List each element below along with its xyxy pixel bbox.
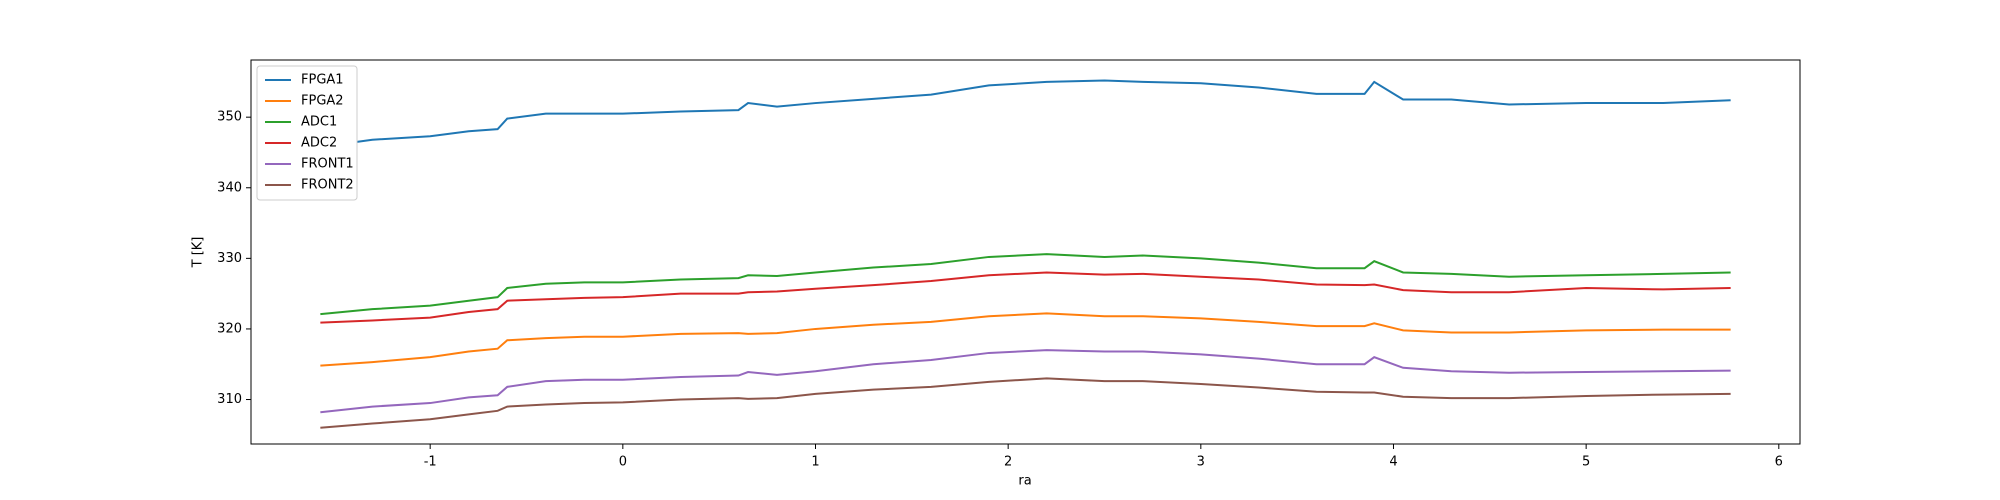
x-tick-label: 1: [811, 455, 819, 470]
x-axis-label: ra: [1018, 474, 1031, 489]
y-tick-label: 310: [217, 392, 242, 407]
y-tick-label: 340: [217, 180, 242, 195]
x-tick-label: 0: [619, 455, 627, 470]
x-tick-label: 4: [1389, 455, 1397, 470]
line-series: [320, 312, 1731, 367]
x-tick-label: 6: [1775, 455, 1783, 470]
line-series: [320, 79, 1731, 148]
y-axis-label: T [K]: [191, 237, 206, 269]
line-series: [320, 377, 1731, 429]
legend-label: FPGA2: [301, 94, 344, 109]
legend-label: FRONT1: [301, 157, 354, 172]
x-tick-label: 5: [1582, 455, 1590, 470]
y-tick-label: 350: [217, 110, 242, 125]
legend-label: ADC2: [301, 136, 337, 151]
legend-label: FPGA1: [301, 73, 344, 88]
plot-frame: [250, 59, 1801, 445]
line-series: [320, 271, 1731, 324]
line-series: [320, 253, 1731, 316]
line-series: [320, 349, 1731, 414]
y-tick-label: 320: [217, 321, 242, 336]
legend-label: ADC1: [301, 115, 337, 130]
x-tick-label: 2: [1004, 455, 1012, 470]
x-tick-label: 3: [1197, 455, 1205, 470]
y-tick-label: 330: [217, 251, 242, 266]
legend-label: FRONT2: [301, 178, 354, 193]
x-tick-label: -1: [424, 455, 437, 470]
legend-box: [256, 65, 358, 201]
